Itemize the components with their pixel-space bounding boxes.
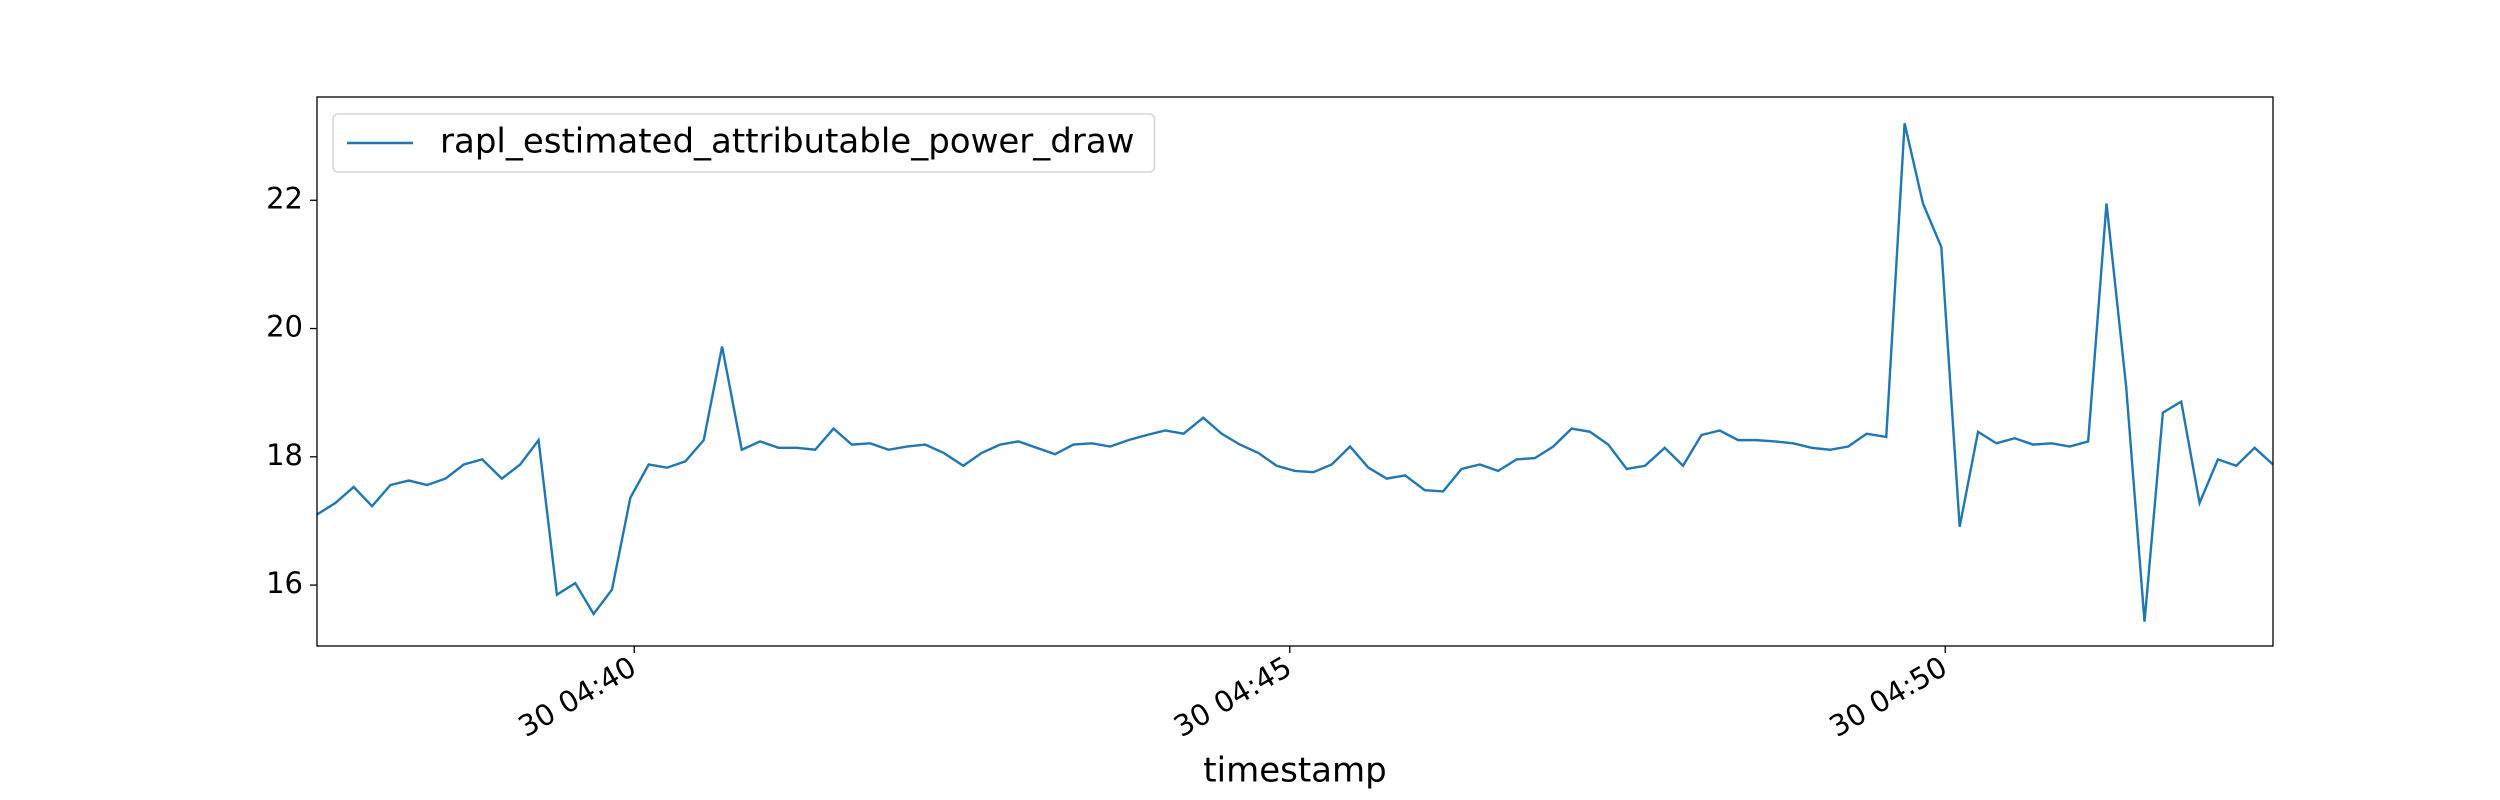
x-tick-label: 30 04:50: [1823, 650, 1952, 744]
x-tick-label: 30 04:40: [512, 650, 641, 744]
y-tick-label: 16: [266, 566, 303, 600]
data-line: [316, 123, 2274, 622]
x-axis-label: timestamp: [1203, 751, 1386, 791]
x-tick-label: 30 04:45: [1168, 650, 1297, 744]
plot-frame: [316, 96, 2274, 647]
legend-box: [332, 113, 1156, 173]
y-tick-label: 18: [266, 438, 303, 472]
legend-label: rapl_estimated_attributable_power_draw: [440, 122, 1135, 162]
y-tick-label: 20: [266, 310, 303, 344]
y-tick-label: 22: [266, 181, 303, 215]
